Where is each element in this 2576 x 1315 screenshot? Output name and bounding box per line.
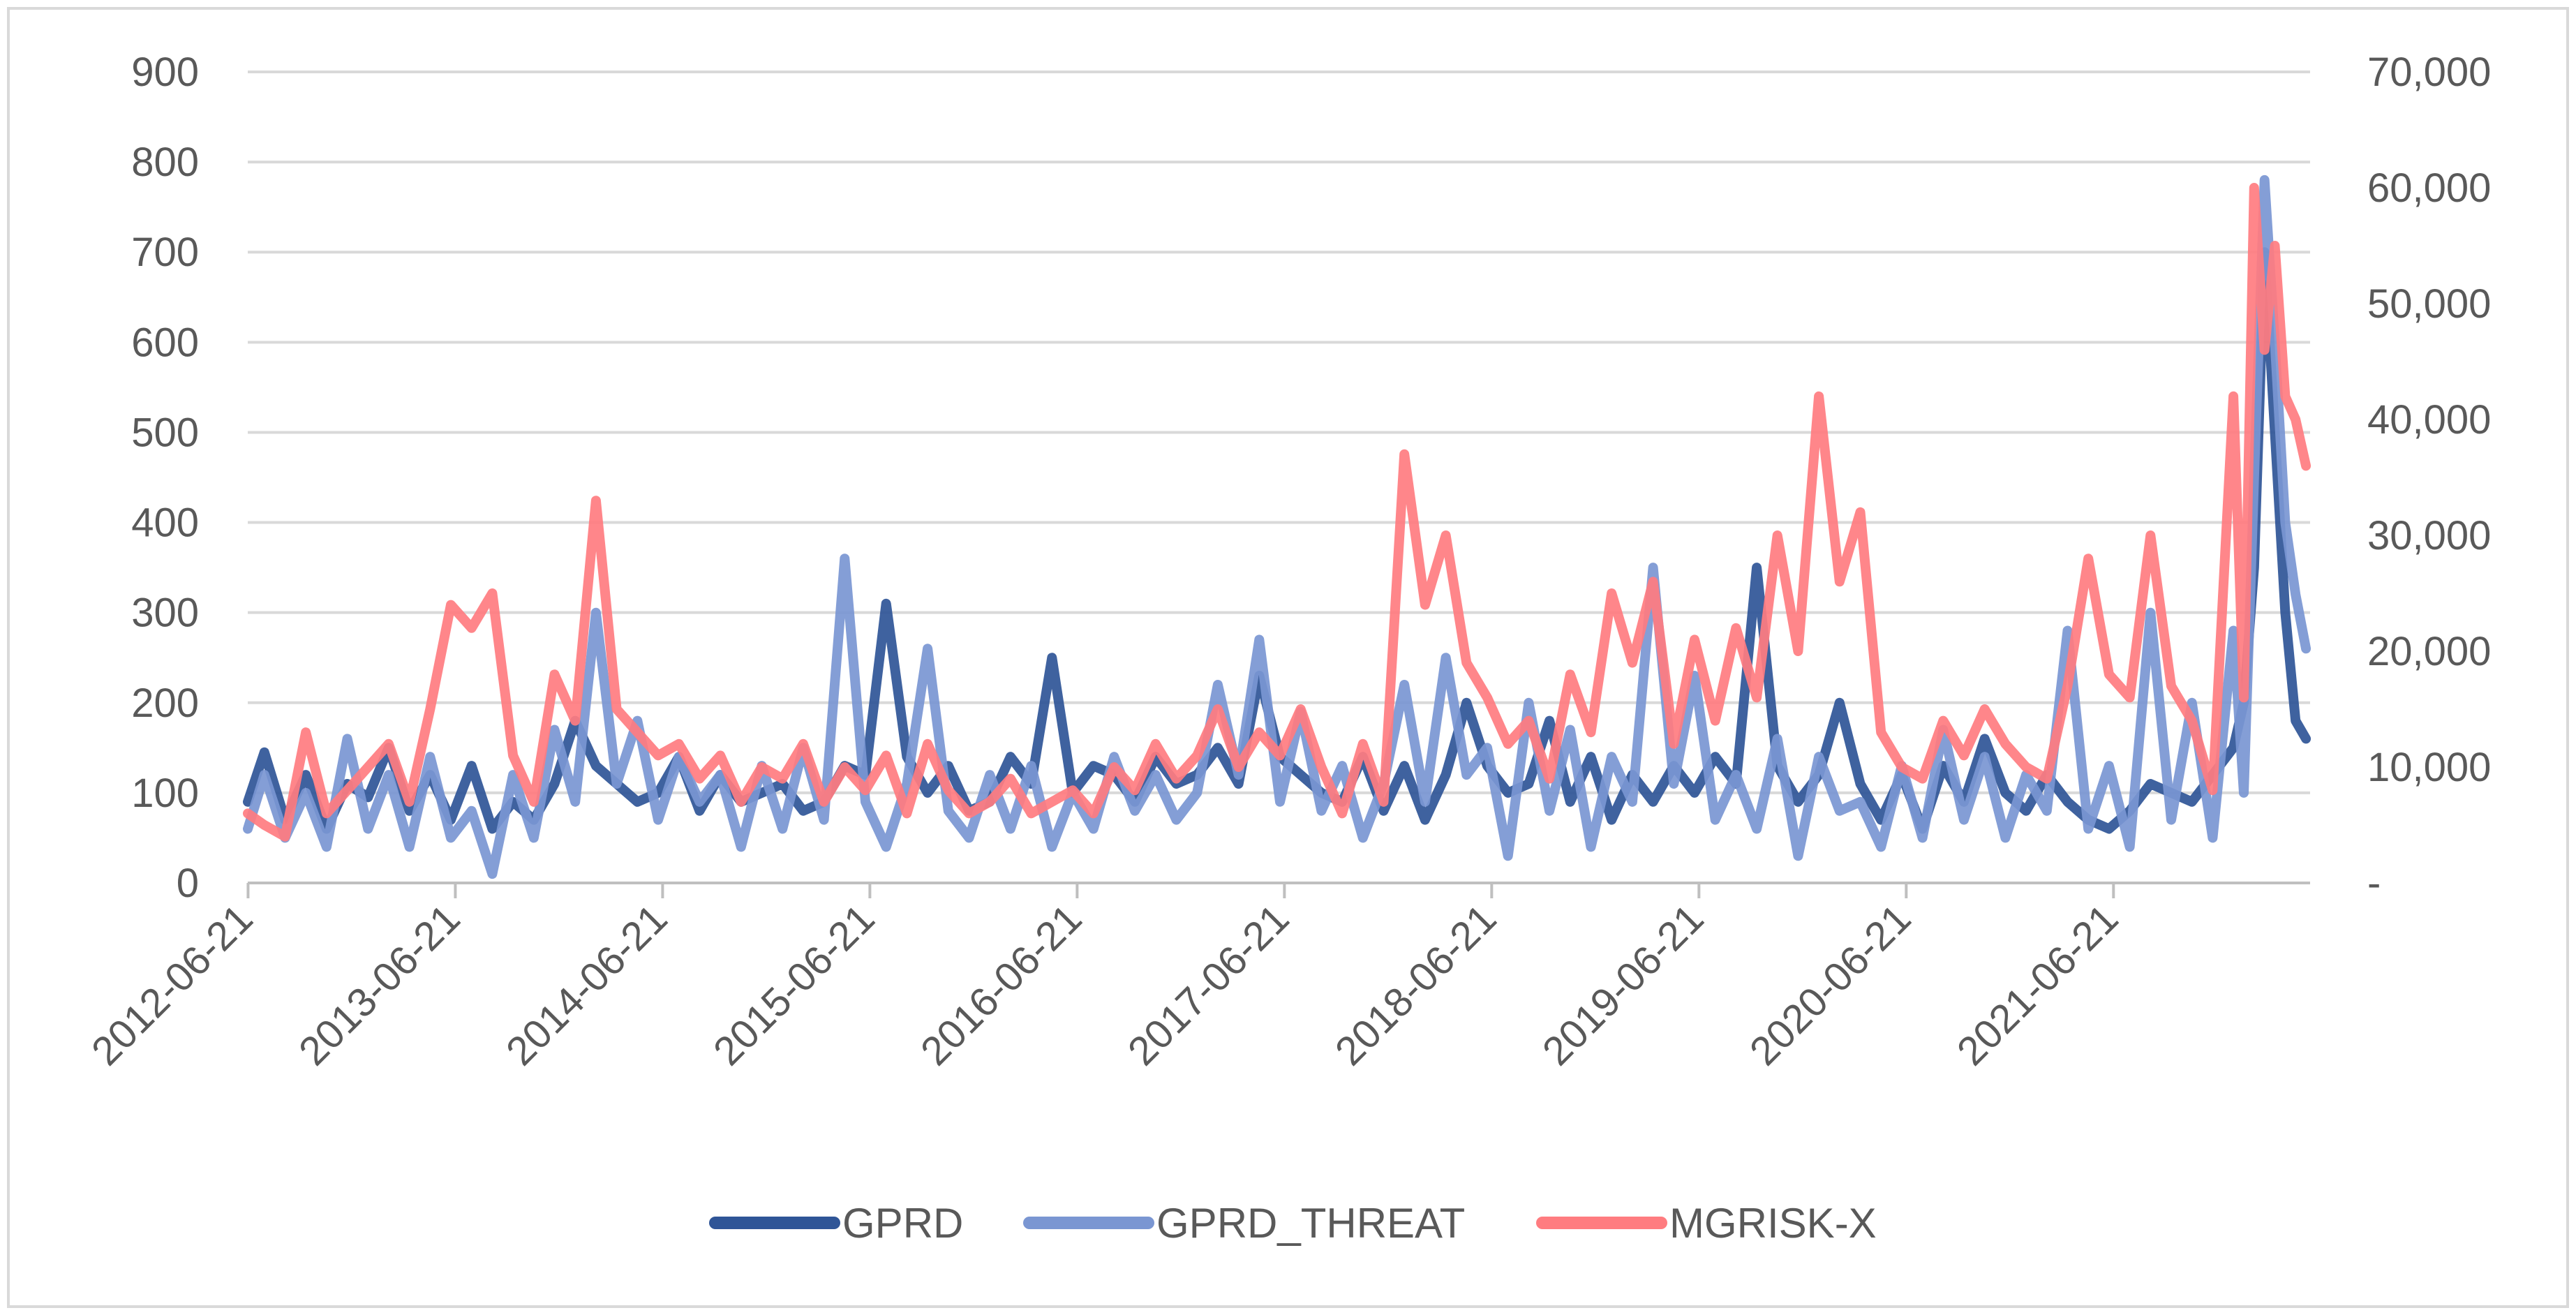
- y-right-tick-label: 50,000: [2367, 281, 2491, 327]
- y-left-tick-label: 600: [131, 320, 199, 365]
- y-right-tick-label: 60,000: [2367, 165, 2491, 211]
- y-left-tick-label: 0: [177, 861, 199, 906]
- y-right-tick-label: 40,000: [2367, 397, 2491, 443]
- y-left-tick-label: 800: [131, 140, 199, 185]
- legend-label: GPRD_THREAT: [1156, 1200, 1465, 1247]
- y-right-tick-label: 10,000: [2367, 745, 2491, 790]
- legend-label: GPRD: [842, 1200, 963, 1247]
- series-line-mgrisk-x: [243, 183, 2311, 842]
- series-lines: [243, 174, 2311, 879]
- y-left-tick-label: 900: [131, 50, 199, 95]
- y-left-tick-label: 500: [131, 410, 199, 455]
- y-right-tick-label: 30,000: [2367, 513, 2491, 558]
- y-left-tick-label: 200: [131, 681, 199, 726]
- y-right-tick-label: -: [2367, 861, 2381, 906]
- series-line-gprd-threat: [243, 174, 2311, 879]
- y-right-tick-label: 70,000: [2367, 50, 2491, 95]
- y-right-tick-label: 20,000: [2367, 629, 2491, 674]
- legend: GPRD GPRD_THREAT MGRISK-X: [709, 1200, 1877, 1247]
- y-left-tick-label: 100: [131, 771, 199, 816]
- y-left-tick-label: 400: [131, 500, 199, 546]
- y-left-tick-label: 300: [131, 590, 199, 636]
- legend-label: MGRISK-X: [1669, 1200, 1877, 1247]
- y-left-tick-label: 700: [131, 230, 199, 275]
- chart-border: [7, 7, 2569, 1308]
